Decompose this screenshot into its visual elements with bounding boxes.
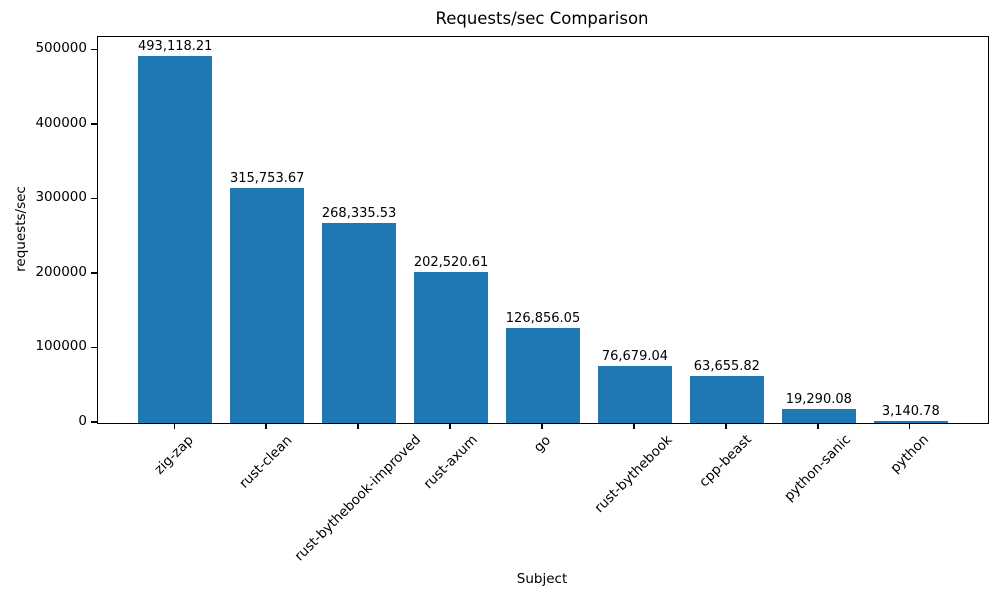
- bar: [322, 223, 396, 423]
- x-tick: [173, 423, 175, 429]
- bar: [598, 365, 672, 423]
- x-tick: [265, 423, 267, 429]
- bar: [506, 328, 580, 423]
- x-tick-label: rust-bythebook-improved: [291, 432, 425, 565]
- y-tick-label: 500000: [35, 40, 87, 57]
- bar: [690, 375, 764, 423]
- bar: [782, 408, 856, 423]
- x-tick-label: rust-axum: [420, 431, 481, 493]
- y-tick-label: 0: [78, 413, 87, 429]
- bar-value-label: 126,856.05: [505, 311, 581, 327]
- x-tick: [725, 423, 727, 429]
- x-axis-label: Subject: [516, 571, 568, 587]
- x-tick-label: zig-zap: [151, 431, 198, 478]
- x-tick: [449, 423, 451, 429]
- x-tick: [633, 423, 635, 429]
- bar-value-label: 202,520.61: [413, 255, 489, 271]
- y-tick: [91, 272, 97, 274]
- y-tick-label: 100000: [35, 338, 87, 355]
- y-tick-label: 200000: [35, 263, 87, 280]
- y-tick: [91, 346, 97, 349]
- x-tick-label: rust-clean: [236, 432, 296, 492]
- bar-value-label: 19,290.08: [785, 391, 852, 407]
- bar-value-label: 493,118.21: [138, 38, 213, 54]
- y-tick-label: 400000: [35, 114, 87, 131]
- x-tick: [909, 423, 911, 429]
- bar: [138, 55, 212, 423]
- y-tick: [91, 197, 97, 200]
- y-tick: [91, 123, 97, 125]
- bar-value-label: 63,655.82: [693, 358, 760, 374]
- x-tick-label: go: [530, 432, 554, 456]
- x-tick: [817, 423, 819, 429]
- x-tick: [357, 423, 359, 429]
- bar: [414, 272, 488, 423]
- x-tick-label: rust-bythebook: [591, 432, 676, 517]
- x-tick-label: cpp-beast: [696, 432, 756, 491]
- bar-value-label: 3,140.78: [881, 403, 940, 419]
- y-tick: [91, 421, 97, 423]
- y-tick-label: 300000: [35, 189, 87, 206]
- chart-title: Requests/sec Comparison: [435, 9, 649, 28]
- bar-value-label: 268,335.53: [321, 206, 397, 222]
- x-tick-label: python: [887, 431, 933, 477]
- plot-area: 493,118.21 315,753.67 268,335.53 202,520.61…: [97, 36, 989, 424]
- bar: [873, 420, 948, 423]
- bar-value-label: 76,679.04: [601, 348, 669, 364]
- y-tick: [91, 48, 97, 51]
- x-tick-label: python-sanic: [781, 431, 855, 505]
- x-tick: [541, 423, 543, 429]
- bar: [230, 187, 304, 423]
- bar-value-label: 315,753.67: [229, 170, 305, 186]
